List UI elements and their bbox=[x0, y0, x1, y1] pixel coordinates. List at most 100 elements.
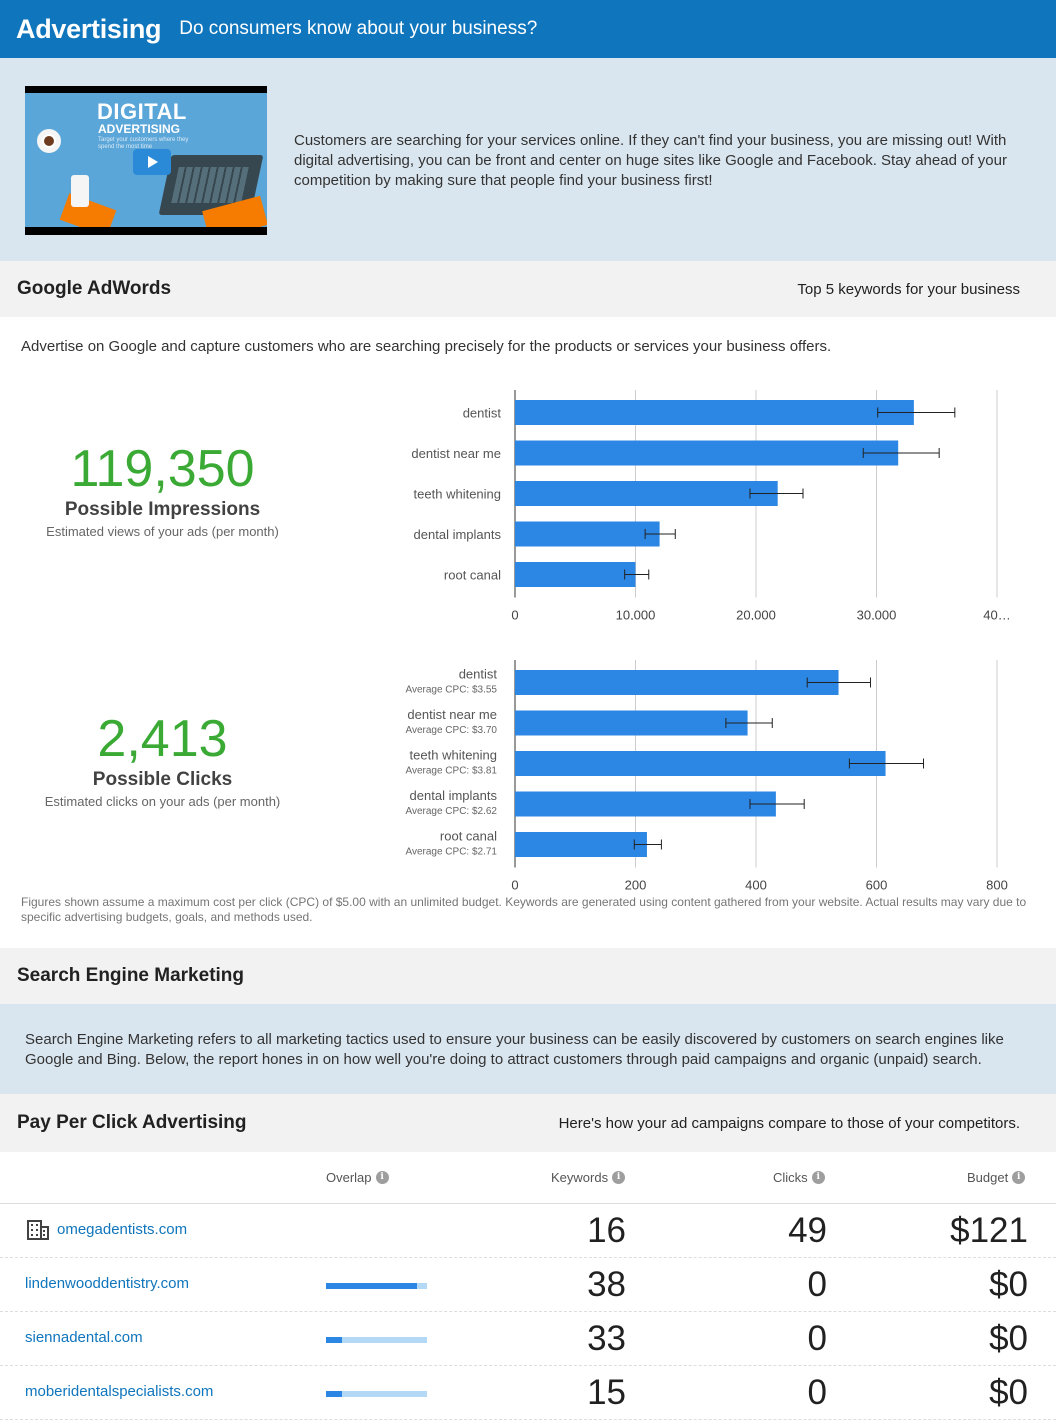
video-caption: Target your customers where they spend t… bbox=[98, 137, 189, 150]
category-label: dentist bbox=[459, 667, 498, 682]
tick-label: 20,000 bbox=[736, 608, 776, 621]
ppc-header: Pay Per Click Advertising Here's how you… bbox=[0, 1094, 1056, 1152]
col-keywords: Keywords i bbox=[551, 1170, 626, 1185]
budget-value: $0 bbox=[989, 1373, 1028, 1412]
info-icon[interactable]: i bbox=[811, 1171, 825, 1184]
coffee-cup-icon bbox=[37, 129, 61, 153]
chart-bar bbox=[515, 562, 636, 587]
info-icon[interactable]: i bbox=[1012, 1171, 1026, 1184]
keywords-value: 16 bbox=[587, 1211, 626, 1250]
tick-label: 200 bbox=[625, 878, 647, 891]
tick-label: 40… bbox=[983, 608, 1010, 621]
clicks-value: 2,413 bbox=[97, 710, 228, 768]
budget-value: $0 bbox=[989, 1319, 1028, 1358]
chart-bar bbox=[515, 751, 886, 776]
play-icon[interactable] bbox=[133, 149, 171, 175]
impressions-chart: 0 10,000 20,000 30,000 40… dentist dentist nea… bbox=[411, 390, 1011, 621]
video-player[interactable]: DIGITAL ADVERTISING Target your customer… bbox=[25, 86, 267, 235]
clicks-stat: 2,413 Possible Clicks Estimated clicks o… bbox=[20, 711, 305, 809]
clicks-value: 0 bbox=[807, 1265, 827, 1304]
sem-header: Search Engine Marketing bbox=[0, 948, 1056, 1004]
impressions-stat: 119,350 Possible Impressions Estimated v… bbox=[20, 441, 305, 539]
category-label: root canal bbox=[440, 829, 497, 844]
keywords-value: 38 bbox=[587, 1265, 626, 1304]
overlap-bar-fill bbox=[326, 1391, 343, 1397]
domain-link[interactable]: moberidentalspecialists.com bbox=[25, 1383, 214, 1400]
chart-bar bbox=[515, 481, 778, 506]
tick-label: 400 bbox=[745, 878, 767, 891]
tick-label: 0 bbox=[511, 608, 518, 621]
chart-bar bbox=[515, 710, 748, 736]
category-label: dentist near me bbox=[407, 707, 497, 722]
info-icon[interactable]: i bbox=[612, 1171, 626, 1184]
video-thumbnail: DIGITAL ADVERTISING Target your customer… bbox=[25, 93, 267, 227]
overlap-bar-fill bbox=[326, 1283, 417, 1289]
adwords-description: Advertise on Google and capture customer… bbox=[21, 338, 832, 355]
tick-label: 0 bbox=[511, 878, 518, 891]
clicks-label: Possible Clicks bbox=[92, 769, 233, 790]
overlap-bar bbox=[326, 1391, 427, 1397]
col-keywords-label: Keywords bbox=[551, 1170, 609, 1185]
category-sublabel: Average CPC: $2.62 bbox=[405, 806, 497, 817]
chart-bar bbox=[515, 832, 647, 857]
tick-label: 10,000 bbox=[616, 608, 656, 621]
col-overlap-label: Overlap bbox=[326, 1170, 372, 1185]
col-budget-label: Budget bbox=[967, 1170, 1009, 1185]
clicks-value: 49 bbox=[788, 1211, 827, 1250]
sem-description: Search Engine Marketing refers to all ma… bbox=[25, 1031, 1004, 1068]
impressions-sub: Estimated views of your ads (per month) bbox=[46, 524, 279, 539]
overlap-bar bbox=[326, 1337, 427, 1343]
category-label: teeth whitening bbox=[414, 487, 501, 502]
chart-bar bbox=[515, 521, 660, 547]
domain-link[interactable]: lindenwooddentistry.com bbox=[25, 1275, 189, 1292]
chart-bar bbox=[515, 670, 839, 695]
ppc-table-header: Overlap i Keywords i Clicks i Budget i bbox=[0, 1152, 1056, 1204]
clicks-value: 0 bbox=[807, 1373, 827, 1412]
overlap-bar bbox=[326, 1283, 427, 1289]
adwords-header: Google AdWords Top 5 keywords for your b… bbox=[0, 261, 1056, 317]
tick-label: 800 bbox=[986, 878, 1008, 891]
sem-heading: Search Engine Marketing bbox=[17, 965, 245, 986]
domain-link[interactable]: siennadental.com bbox=[25, 1329, 143, 1346]
keywords-value: 15 bbox=[587, 1373, 626, 1412]
category-label: dental implants bbox=[410, 788, 498, 803]
category-label: dental implants bbox=[414, 527, 502, 542]
adwords-heading: Google AdWords bbox=[17, 278, 172, 299]
domain-link[interactable]: omegadentists.com bbox=[57, 1221, 188, 1238]
tick-label: 600 bbox=[866, 878, 888, 891]
category-sublabel: Average CPC: $3.81 bbox=[405, 766, 497, 777]
col-budget: Budget i bbox=[967, 1170, 1026, 1185]
building-icon bbox=[27, 1220, 49, 1240]
laptop-keyboard-icon bbox=[171, 167, 249, 203]
adwords-right-label: Top 5 keywords for your business bbox=[797, 280, 1020, 298]
impressions-value: 119,350 bbox=[70, 440, 255, 498]
table-row: siennadental.com 33 0 $0 bbox=[0, 1312, 1056, 1366]
ppc-table: Overlap i Keywords i Clicks i Budget i o… bbox=[0, 1152, 1056, 1420]
clicks-chart: 0 200 400 600 800 dentist Average CPC: $3.55 de… bbox=[405, 660, 1008, 891]
info-icon[interactable]: i bbox=[375, 1171, 389, 1184]
tick-label: 30,000 bbox=[857, 608, 897, 621]
section-subtitle: Do consumers know about your business? bbox=[179, 18, 538, 39]
table-row: moberidentalspecialists.com 15 0 $0 bbox=[0, 1366, 1056, 1420]
adwords-footnote: Figures shown assume a maximum cost per … bbox=[21, 895, 1027, 924]
category-label: dentist near me bbox=[411, 446, 501, 461]
col-clicks: Clicks i bbox=[773, 1170, 825, 1185]
chart-bar bbox=[515, 440, 899, 466]
chart-bar bbox=[515, 400, 914, 425]
budget-value: $0 bbox=[989, 1265, 1028, 1304]
col-clicks-label: Clicks bbox=[773, 1170, 808, 1185]
intro-description: Customers are searching for your service… bbox=[294, 132, 1007, 189]
category-sublabel: Average CPC: $3.55 bbox=[405, 685, 497, 696]
video-title-line2: ADVERTISING bbox=[98, 122, 181, 136]
col-overlap: Overlap i bbox=[326, 1170, 389, 1185]
category-sublabel: Average CPC: $3.70 bbox=[405, 725, 497, 736]
sem-description-panel: Search Engine Marketing refers to all ma… bbox=[0, 1004, 1056, 1094]
overlap-bar-fill bbox=[326, 1337, 343, 1343]
video-title-line1: DIGITAL bbox=[97, 99, 187, 124]
table-row: omegadentists.com 16 49 $121 bbox=[0, 1204, 1056, 1258]
intro-panel: DIGITAL ADVERTISING Target your customer… bbox=[0, 58, 1056, 261]
table-row: lindenwooddentistry.com 38 0 $0 bbox=[0, 1258, 1056, 1312]
section-title: Advertising bbox=[16, 13, 162, 44]
impressions-label: Possible Impressions bbox=[64, 499, 261, 520]
category-label: dentist bbox=[463, 406, 502, 421]
